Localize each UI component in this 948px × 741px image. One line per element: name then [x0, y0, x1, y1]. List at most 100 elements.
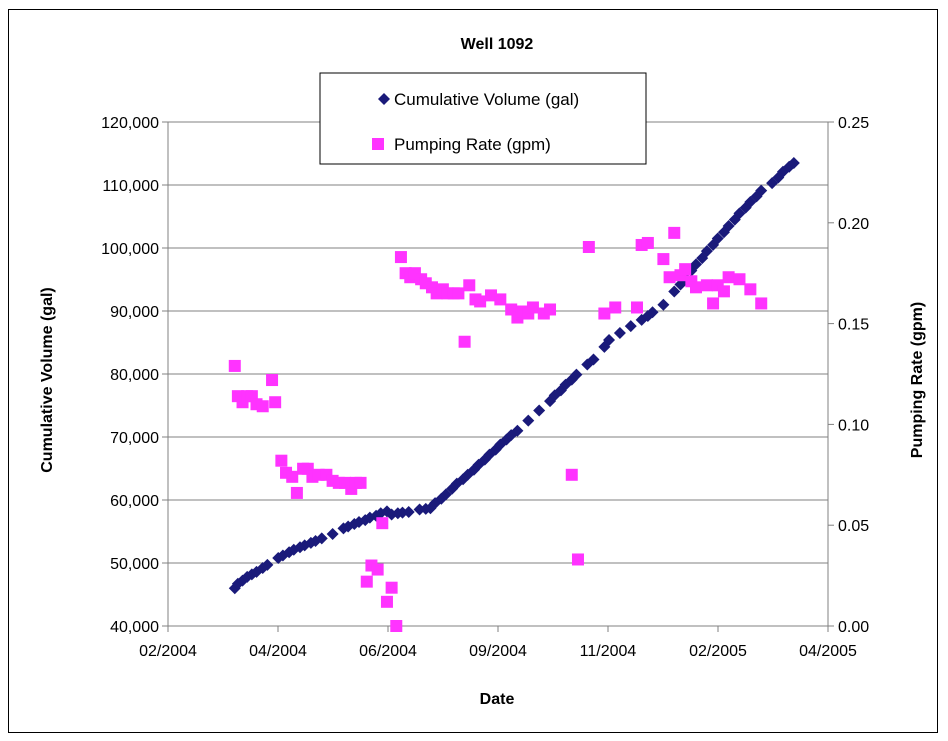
y2-tick-label: 0.20	[838, 216, 869, 233]
data-point-cumulative-volume	[787, 156, 800, 169]
legend-label-pumping-rate: Pumping Rate (gpm)	[394, 135, 551, 154]
data-point-cumulative-volume	[613, 327, 626, 340]
data-point-pumping-rate	[609, 301, 622, 314]
data-point-pumping-rate	[717, 285, 730, 298]
y2-tick-label: 0.00	[838, 619, 869, 636]
x-axis: 02/2004 04/2004 06/2004 09/2004 11/2004 02/20…	[139, 626, 857, 660]
data-point-pumping-rate	[360, 575, 373, 588]
data-point-cumulative-volume	[326, 528, 339, 541]
data-point-pumping-rate	[494, 293, 507, 306]
data-point-pumping-rate	[463, 279, 476, 292]
legend-marker-cumulative-volume	[378, 93, 390, 105]
y-tick-label: 50,000	[110, 556, 159, 573]
data-point-cumulative-volume	[380, 505, 393, 518]
y-tick-label: 120,000	[101, 115, 159, 132]
data-point-cumulative-volume	[603, 333, 616, 346]
data-point-pumping-rate	[544, 303, 557, 316]
data-point-pumping-rate	[690, 281, 702, 294]
data-point-pumping-rate	[657, 253, 670, 266]
data-point-pumping-rate	[458, 335, 471, 348]
x-tick-label: 02/2005	[689, 643, 747, 660]
data-point-cumulative-volume	[722, 219, 735, 232]
data-point-pumping-rate	[526, 301, 539, 314]
legend: Cumulative Volume (gal) Pumping Rate (gp…	[319, 72, 647, 165]
chart-title: Well 1092	[461, 36, 534, 53]
gridlines	[168, 184, 828, 564]
legend-marker-pumping-rate	[372, 138, 384, 150]
x-tick-label: 04/2005	[799, 643, 857, 660]
data-point-pumping-rate	[390, 620, 403, 632]
data-point-pumping-rate	[679, 263, 692, 276]
y-tick-label: 110,000	[102, 178, 159, 195]
data-point-pumping-rate	[290, 486, 303, 499]
x-tick-label: 06/2004	[359, 643, 417, 660]
data-point-pumping-rate	[354, 476, 367, 489]
data-point-pumping-rate	[394, 251, 407, 264]
data-point-pumping-rate	[744, 283, 757, 296]
data-point-pumping-rate	[641, 236, 654, 249]
y-axis-right: 0.00 0.05 0.10 0.15 0.20 0.25	[828, 115, 869, 636]
data-point-cumulative-volume	[587, 353, 600, 366]
data-point-pumping-rate	[582, 240, 595, 253]
data-point-pumping-rate	[474, 295, 487, 308]
data-point-pumping-rate	[485, 289, 498, 302]
data-point-pumping-rate	[700, 279, 713, 292]
data-point-pumping-rate	[733, 273, 746, 286]
y-tick-label: 100,000	[101, 241, 159, 258]
x-tick-label: 04/2004	[249, 643, 307, 660]
data-point-cumulative-volume	[711, 232, 724, 245]
data-point-pumping-rate	[266, 374, 279, 387]
data-point-pumping-rate	[286, 470, 299, 483]
data-point-pumping-rate	[755, 297, 768, 310]
data-point-pumping-rate	[565, 468, 578, 481]
data-point-pumping-rate	[598, 307, 611, 320]
data-point-cumulative-volume	[402, 505, 415, 518]
y-tick-label: 40,000	[110, 619, 159, 636]
data-point-cumulative-volume	[646, 306, 659, 319]
data-point-pumping-rate	[376, 517, 389, 530]
x-tick-label: 11/2004	[580, 643, 637, 660]
data-point-cumulative-volume	[668, 285, 681, 298]
legend-label-cumulative-volume: Cumulative Volume (gal)	[394, 90, 579, 109]
data-point-cumulative-volume	[511, 424, 524, 437]
data-point-pumping-rate	[663, 271, 676, 284]
data-point-pumping-rate	[668, 226, 681, 239]
data-point-pumping-rate	[250, 398, 263, 411]
y-tick-label: 90,000	[110, 304, 159, 321]
data-point-pumping-rate	[630, 301, 643, 314]
series-cumulative-volume	[228, 156, 800, 595]
series-pumping-rate	[228, 226, 768, 632]
data-point-cumulative-volume	[261, 558, 274, 571]
data-point-pumping-rate	[371, 563, 384, 576]
y2-axis-title: Pumping Rate (gpm)	[909, 302, 926, 458]
y2-tick-label: 0.15	[838, 317, 869, 334]
y2-tick-label: 0.10	[838, 417, 869, 434]
data-point-cumulative-volume	[624, 320, 637, 333]
data-point-cumulative-volume	[700, 245, 713, 258]
data-point-cumulative-volume	[522, 414, 535, 427]
y-axis-left: 40,000 50,000 60,000 70,000 80,000 90,000 100,…	[101, 115, 168, 636]
data-point-pumping-rate	[385, 581, 398, 594]
x-axis-title: Date	[480, 691, 515, 708]
data-point-pumping-rate	[452, 287, 465, 300]
y-tick-label: 70,000	[110, 430, 159, 447]
y2-tick-label: 0.25	[838, 115, 869, 132]
x-tick-label: 02/2004	[139, 643, 197, 660]
data-point-cumulative-volume	[690, 258, 702, 271]
y-axis-title: Cumulative Volume (gal)	[39, 287, 56, 473]
data-point-pumping-rate	[256, 400, 269, 413]
data-point-pumping-rate	[571, 553, 584, 566]
data-point-pumping-rate	[228, 359, 241, 372]
data-point-cumulative-volume	[315, 532, 328, 545]
data-point-pumping-rate	[707, 297, 720, 310]
data-point-pumping-rate	[269, 396, 282, 409]
data-point-pumping-rate	[722, 271, 735, 284]
y-tick-label: 60,000	[110, 493, 159, 510]
data-point-cumulative-volume	[570, 368, 583, 381]
data-point-cumulative-volume	[533, 404, 546, 417]
data-point-cumulative-volume	[500, 433, 513, 446]
data-point-pumping-rate	[275, 454, 288, 467]
data-point-pumping-rate	[511, 311, 524, 324]
data-point-cumulative-volume	[657, 298, 670, 311]
